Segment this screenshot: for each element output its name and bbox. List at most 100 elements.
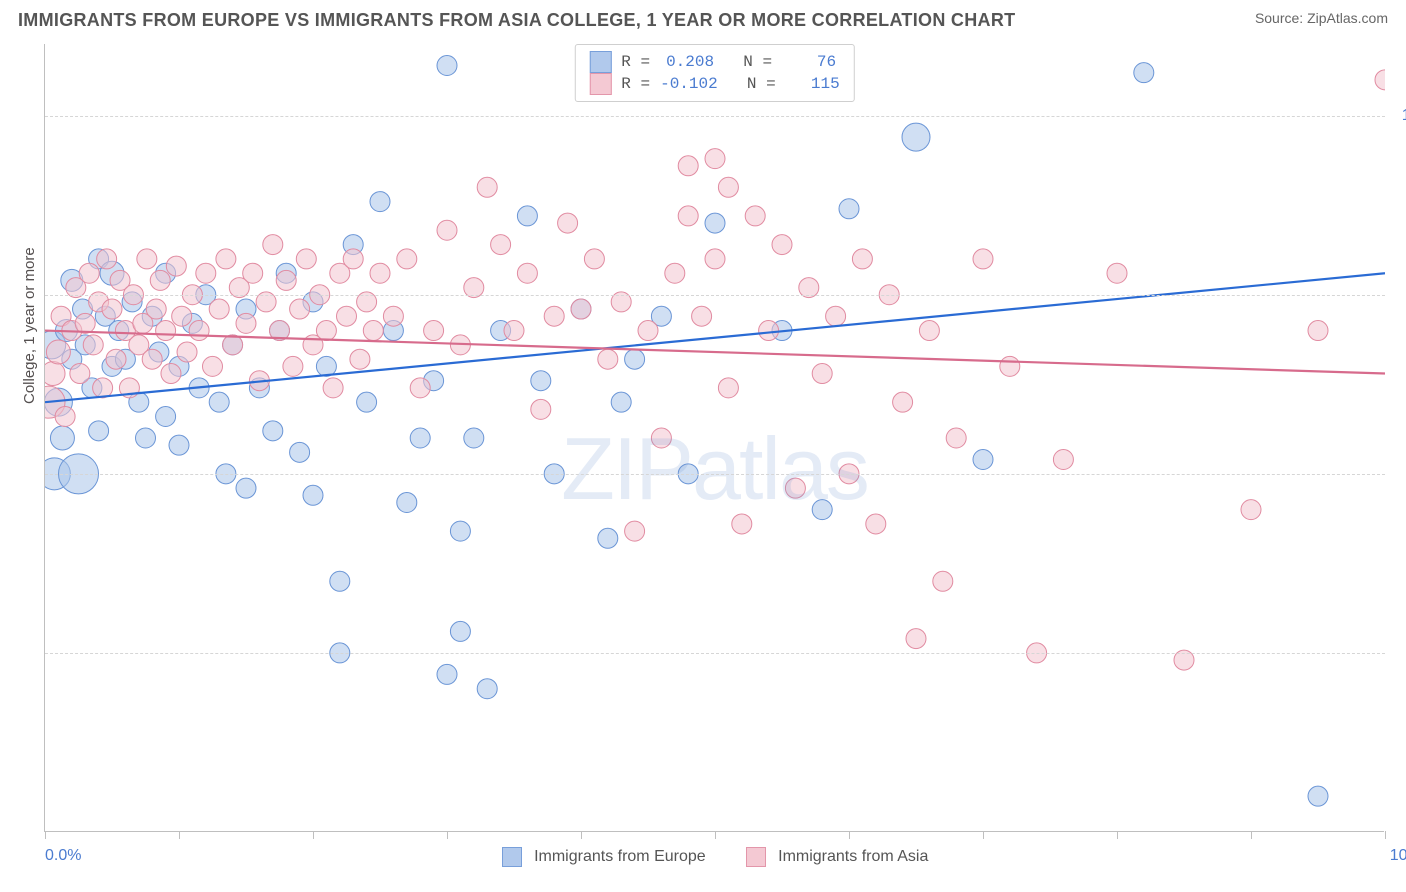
scatter-point <box>718 177 738 197</box>
scatter-point <box>665 263 685 283</box>
scatter-point <box>106 349 126 369</box>
scatter-point <box>397 492 417 512</box>
scatter-point <box>531 399 551 419</box>
scatter-point <box>136 428 156 448</box>
scatter-point <box>558 213 578 233</box>
scatter-point <box>1308 321 1328 341</box>
legend-swatch-europe <box>589 51 611 73</box>
scatter-point <box>397 249 417 269</box>
scatter-point <box>638 321 658 341</box>
scatter-point <box>146 299 166 319</box>
gridline-h <box>45 474 1385 475</box>
scatter-point <box>866 514 886 534</box>
scatter-point <box>290 442 310 462</box>
legend-n-value-europe: 76 <box>782 53 836 71</box>
scatter-point <box>410 378 430 398</box>
scatter-point <box>678 206 698 226</box>
scatter-point <box>1107 263 1127 283</box>
source-attribution: Source: ZipAtlas.com <box>1255 10 1388 26</box>
bottom-swatch-asia <box>746 847 766 867</box>
legend-r-label: R = <box>621 53 650 71</box>
y-tick-label: 50.0% <box>1396 465 1406 483</box>
scatter-point <box>216 249 236 269</box>
scatter-point <box>598 528 618 548</box>
scatter-point <box>477 177 497 197</box>
scatter-point <box>973 249 993 269</box>
x-tick <box>983 831 984 839</box>
scatter-point <box>1308 786 1328 806</box>
scatter-point <box>166 256 186 276</box>
scatter-point <box>236 478 256 498</box>
scatter-point <box>156 407 176 427</box>
scatter-point <box>142 349 162 369</box>
chart-title: IMMIGRANTS FROM EUROPE VS IMMIGRANTS FRO… <box>18 10 1015 31</box>
scatter-point <box>598 349 618 369</box>
scatter-point <box>812 364 832 384</box>
scatter-point <box>243 263 263 283</box>
legend-n-value-asia: 115 <box>786 75 840 93</box>
scatter-point <box>75 313 95 333</box>
scatter-point <box>584 249 604 269</box>
x-tick <box>1117 831 1118 839</box>
scatter-point <box>651 428 671 448</box>
scatter-point <box>812 500 832 520</box>
scatter-point <box>946 428 966 448</box>
scatter-point <box>705 149 725 169</box>
scatter-point <box>357 392 377 412</box>
legend-swatch-asia <box>589 73 611 95</box>
scatter-point <box>852 249 872 269</box>
scatter-point <box>161 364 181 384</box>
scatter-point <box>625 521 645 541</box>
y-tick-label: 75.0% <box>1396 286 1406 304</box>
bottom-legend: Immigrants from Europe Immigrants from A… <box>45 847 1385 867</box>
scatter-point <box>283 356 303 376</box>
scatter-point <box>544 306 564 326</box>
x-tick <box>313 831 314 839</box>
x-tick <box>581 831 582 839</box>
scatter-point <box>919 321 939 341</box>
scatter-point <box>89 421 109 441</box>
x-tick <box>849 831 850 839</box>
scatter-point <box>276 270 296 290</box>
x-axis-max-label: 100.0% <box>1390 847 1406 865</box>
scatter-point <box>1134 63 1154 83</box>
scatter-point <box>424 321 444 341</box>
gridline-h <box>45 116 1385 117</box>
scatter-point <box>933 571 953 591</box>
scatter-point <box>46 340 70 364</box>
scatter-point <box>759 321 779 341</box>
y-tick-label: 100.0% <box>1396 107 1406 125</box>
scatter-point <box>93 378 113 398</box>
scatter-point <box>1241 500 1261 520</box>
correlation-legend: R = 0.208 N = 76 R = -0.102 N = 115 <box>574 44 854 102</box>
scatter-point <box>209 299 229 319</box>
x-tick <box>45 831 46 839</box>
scatter-point <box>316 321 336 341</box>
scatter-point <box>189 321 209 341</box>
scatter-point <box>97 249 117 269</box>
scatter-point <box>718 378 738 398</box>
scatter-point <box>55 407 75 427</box>
scatter-point <box>705 249 725 269</box>
scatter-point <box>102 299 122 319</box>
scatter-point <box>343 249 363 269</box>
scatter-point <box>137 249 157 269</box>
legend-r-value-asia: -0.102 <box>660 75 718 93</box>
y-tick-label: 25.0% <box>1396 644 1406 662</box>
scatter-point <box>1000 356 1020 376</box>
scatter-point <box>437 664 457 684</box>
scatter-point <box>437 220 457 240</box>
bottom-legend-asia: Immigrants from Asia <box>778 848 928 865</box>
scatter-point <box>410 428 430 448</box>
scatter-point <box>450 621 470 641</box>
scatter-point <box>296 249 316 269</box>
scatter-chart-svg <box>45 44 1385 832</box>
scatter-point <box>906 629 926 649</box>
scatter-point <box>491 235 511 255</box>
scatter-point <box>330 571 350 591</box>
scatter-point <box>785 478 805 498</box>
scatter-point <box>517 206 537 226</box>
scatter-point <box>477 679 497 699</box>
scatter-point <box>290 299 310 319</box>
gridline-h <box>45 295 1385 296</box>
